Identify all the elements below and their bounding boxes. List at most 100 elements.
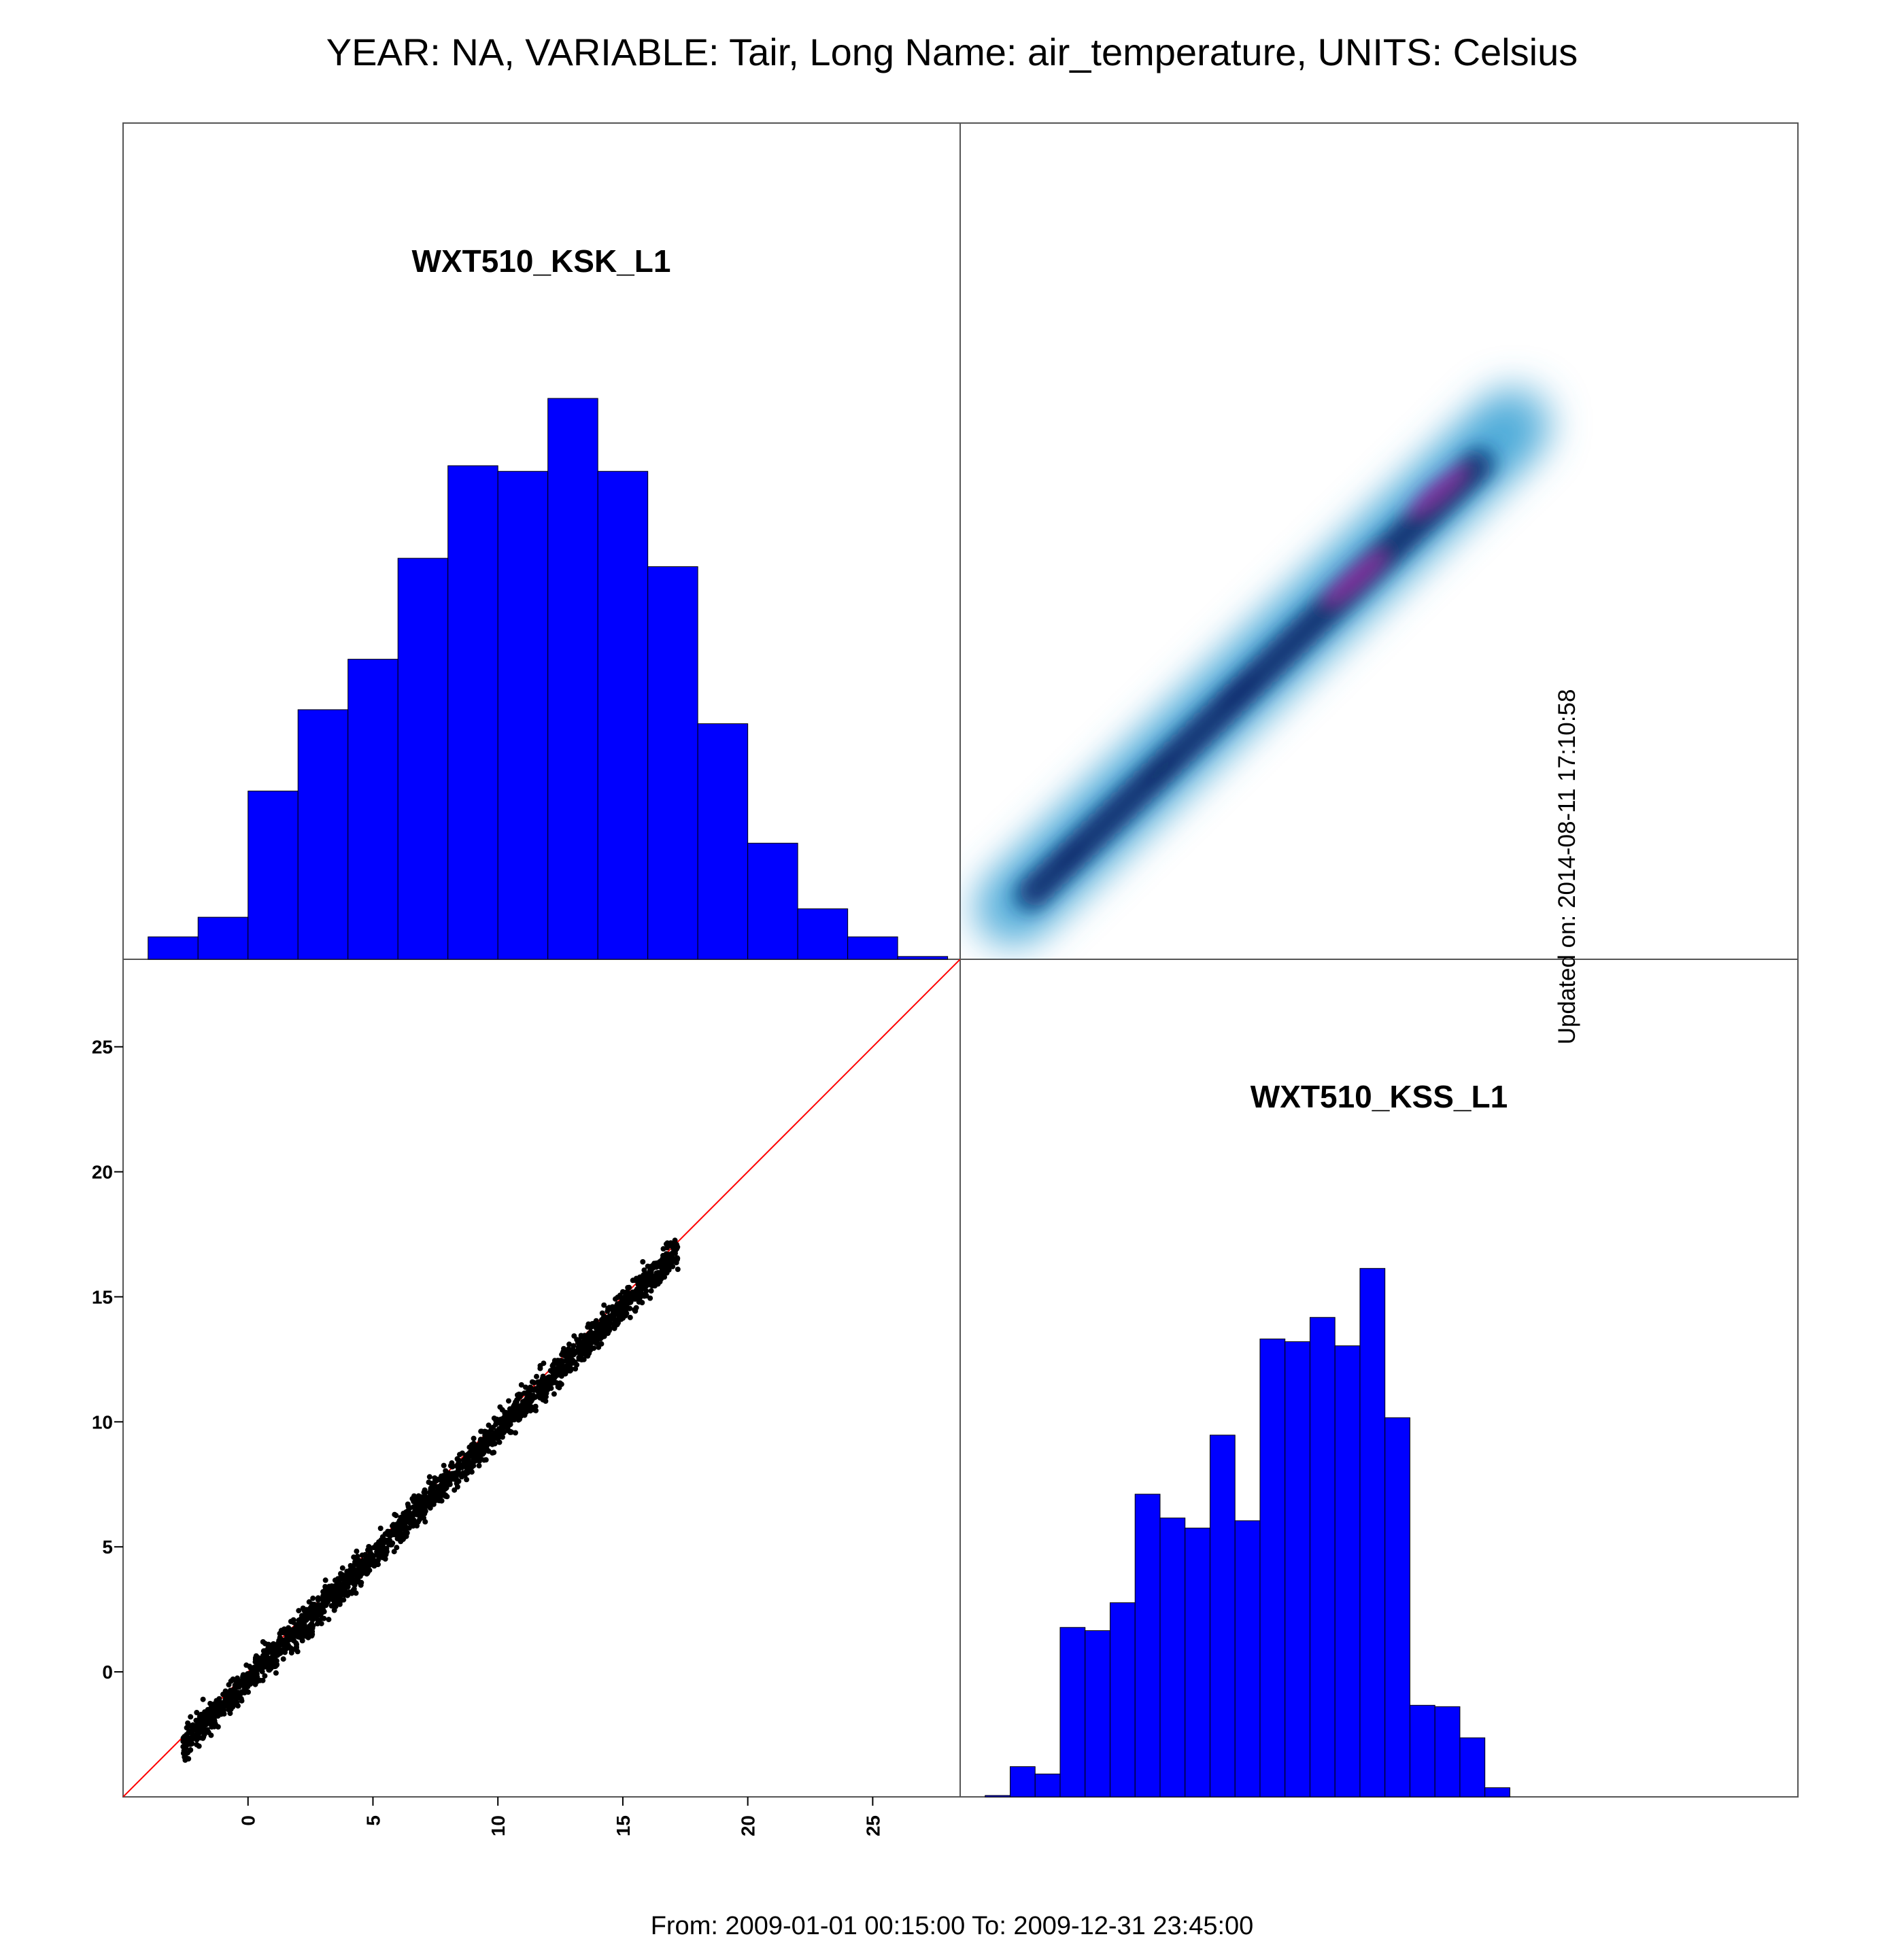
scatter-point (456, 1458, 462, 1464)
scatter-point (398, 1539, 404, 1545)
histogram-bar (1209, 1435, 1236, 1798)
scatter-point (585, 1353, 591, 1359)
scatter-point (557, 1380, 563, 1386)
scatter-point (497, 1404, 503, 1410)
scatter-point (239, 1698, 245, 1704)
scatter-point (252, 1670, 258, 1676)
scatter-point (543, 1384, 549, 1390)
scatter-point (597, 1325, 603, 1331)
scatter-point (258, 1663, 264, 1669)
scatter-point (428, 1481, 434, 1486)
histogram-bar (148, 936, 199, 960)
histogram-bar (347, 659, 398, 960)
scatter-point (293, 1647, 299, 1653)
scatter-point (309, 1601, 315, 1607)
scatter-point (604, 1318, 609, 1323)
scatter-point (226, 1705, 232, 1711)
histogram-bar (1285, 1341, 1310, 1798)
scatter-point (524, 1396, 530, 1402)
scatter-point (418, 1507, 424, 1513)
scatter-point (611, 1324, 617, 1330)
scatter-point (581, 1339, 587, 1345)
scatter-point (487, 1431, 493, 1437)
histogram-bar (1109, 1602, 1136, 1798)
density-peak (1215, 671, 1259, 710)
scatter-point (463, 1461, 469, 1467)
histogram-panel-ksk: WXT510_KSK_L1 (148, 243, 949, 960)
scatter-point (299, 1618, 305, 1624)
scatter-point (303, 1607, 309, 1613)
histogram-bar (248, 791, 299, 960)
scatter-point (605, 1325, 611, 1331)
scatter-point (627, 1305, 633, 1311)
scatter-point (295, 1621, 301, 1627)
scatter-point (456, 1478, 462, 1484)
scatter-point (541, 1378, 547, 1384)
scatter-point (660, 1254, 666, 1260)
scatter-point (475, 1449, 481, 1455)
scatter-point (464, 1452, 471, 1458)
scatter-point (533, 1407, 539, 1413)
scatter-point (634, 1286, 640, 1292)
scatter-point (389, 1530, 395, 1536)
x-tick-label: 5 (362, 1815, 384, 1826)
scatter-point (221, 1711, 227, 1717)
scatter-point (250, 1680, 256, 1686)
scatter-point (275, 1640, 282, 1646)
scatter-points (180, 1237, 681, 1763)
scatter-point (486, 1448, 492, 1454)
scatter-point (471, 1435, 477, 1441)
x-axis: 0 5 10 15 20 25 (238, 1797, 883, 1836)
scatter-point (536, 1379, 542, 1385)
scatter-point (568, 1367, 574, 1373)
density-peak (1141, 754, 1179, 787)
scatter-point (197, 1720, 203, 1726)
density-blob (1462, 445, 1498, 481)
scatter-point (411, 1517, 417, 1524)
panel-title-ksk: WXT510_KSK_L1 (412, 243, 671, 279)
scatter-point (339, 1565, 345, 1571)
scatter-point (648, 1288, 654, 1294)
scatter-point (622, 1313, 628, 1319)
scatter-point (202, 1709, 208, 1715)
histogram-bars-kss (985, 1268, 1510, 1798)
scatter-point (355, 1566, 361, 1573)
scatter-point (641, 1275, 647, 1281)
scatter-point (326, 1617, 332, 1623)
scatter-point (185, 1720, 191, 1726)
histogram-bar (1034, 1773, 1061, 1798)
scatter-point (363, 1570, 369, 1577)
scatter-point (515, 1392, 520, 1398)
scatter-point (445, 1470, 452, 1476)
scatter-point (322, 1602, 328, 1608)
scatter-point (192, 1725, 198, 1731)
scatter-point (405, 1503, 411, 1509)
scatter-point (564, 1354, 570, 1360)
density-peak (1054, 841, 1086, 870)
scatter-point (258, 1655, 264, 1662)
histogram-bar (1484, 1787, 1510, 1798)
scatter-point (578, 1352, 583, 1358)
scatter-point (203, 1721, 209, 1728)
histogram-bar (1334, 1345, 1361, 1798)
scatter-point (476, 1462, 482, 1468)
scatter-point (537, 1362, 543, 1369)
scatter-point (315, 1613, 320, 1618)
scatter-point (517, 1409, 523, 1415)
scatter-point (452, 1487, 458, 1493)
scatter-point (322, 1577, 328, 1583)
scatter-point (540, 1373, 546, 1379)
scatter-point (636, 1299, 642, 1305)
scatter-point (617, 1292, 623, 1299)
scatter-point (410, 1504, 416, 1510)
scatter-point (505, 1428, 511, 1434)
scatter-point (338, 1570, 343, 1577)
scatter-point (286, 1625, 292, 1631)
scatter-point (367, 1562, 373, 1568)
histogram-bar (1234, 1520, 1261, 1798)
scatter-point (188, 1728, 194, 1734)
scatter-point (668, 1251, 674, 1257)
scatter-point (459, 1450, 465, 1456)
scatter-point (209, 1705, 216, 1711)
scatter-point (493, 1418, 499, 1424)
